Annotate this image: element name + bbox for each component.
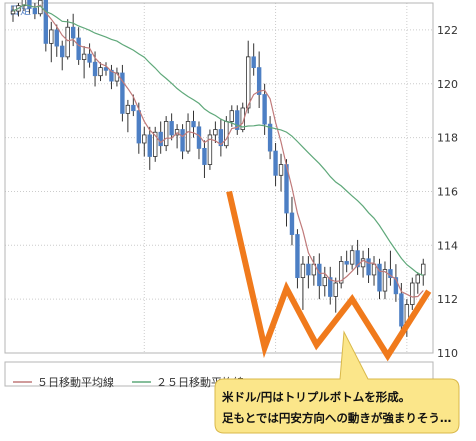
candle-body-15: [92, 61, 98, 77]
candle-body-56: [317, 263, 322, 287]
annotation-line-1: 米ドル/円はトリプルボトムを形成。: [221, 390, 410, 404]
candle-body-40: [229, 110, 234, 122]
y-tick-label-120: 120: [437, 78, 458, 91]
candle-body-28: [163, 121, 169, 147]
candle-body-44: [251, 56, 256, 69]
y-tick-label-118: 118: [437, 132, 458, 145]
candle-body-43: [246, 56, 251, 109]
y-tick-label-110: 110: [437, 347, 458, 360]
candle-body-65: [366, 258, 371, 276]
candle-body-64: [360, 258, 366, 268]
candle-body-36: [207, 134, 213, 165]
candle-body-16: [98, 67, 103, 77]
y-tick-label-116: 116: [437, 185, 458, 198]
candle-body-51: [289, 212, 295, 235]
annotation-bubble: 米ドル/円はトリプルボトムを形成。 足もとでは円安方向への動きが強まりそう…: [214, 330, 460, 434]
candle-body-27: [158, 131, 163, 147]
candle-body-39: [224, 121, 229, 147]
candle-body-57: [322, 277, 327, 287]
candle-body-21: [125, 104, 131, 114]
candle-body-47: [267, 123, 273, 152]
candle-body-25: [147, 134, 152, 157]
y-tick-label-112: 112: [437, 293, 458, 306]
candle-body-70: [393, 277, 399, 295]
candle-body-49: [278, 164, 284, 176]
candle-body-35: [202, 147, 207, 165]
candle-body-11: [70, 26, 76, 39]
candle-body-45: [256, 67, 262, 95]
candle-body-12: [76, 37, 81, 60]
candle-body-10: [65, 26, 70, 58]
moving-averages: [12, 4, 424, 298]
candle-body-62: [349, 250, 355, 265]
ma5-line: [12, 4, 424, 298]
candle-body-29: [169, 121, 174, 136]
candle-body-17: [103, 67, 109, 71]
candle-body-41: [235, 110, 240, 130]
candle-body-24: [142, 134, 147, 144]
candle-body-22: [131, 104, 136, 112]
candle-body-14: [87, 53, 92, 63]
candle-body-2: [21, 0, 27, 7]
candle-body-63: [355, 250, 360, 268]
candle-body-53: [300, 263, 306, 279]
candle-body-8: [54, 29, 59, 47]
plot-frame: [4, 2, 434, 354]
triple-bottom-highlight: [226, 190, 432, 362]
candle-body-20: [120, 72, 125, 114]
candle-body-38: [218, 129, 224, 147]
candle-body-0: [10, 10, 16, 15]
candle-body-18: [109, 69, 114, 82]
candle-body-60: [338, 261, 344, 284]
candle-body-48: [273, 150, 278, 176]
y-tick-label-114: 114: [437, 239, 458, 252]
candle-body-52: [295, 234, 300, 279]
annotation-line-2: 足もとでは円安方向への動きが強まりそう…: [222, 411, 451, 425]
candle-body-32: [185, 121, 191, 152]
candle-body-31: [180, 129, 185, 152]
candle-body-46: [262, 94, 267, 125]
candle-body-23: [136, 110, 142, 144]
candle-body-71: [399, 293, 404, 327]
candle-body-3: [27, 0, 32, 9]
candle-body-37: [213, 129, 218, 136]
candle-body-59: [333, 282, 338, 297]
candle-body-33: [191, 121, 196, 128]
y-tick-label-122: 122: [437, 24, 458, 37]
callout-shape: [214, 330, 460, 434]
candle-body-7: [49, 29, 54, 44]
candle-body-67: [377, 263, 382, 292]
candle-body-68: [382, 269, 388, 292]
candle-body-54: [306, 263, 311, 276]
ma25-line: [12, 4, 424, 276]
candle-body-13: [81, 53, 87, 60]
candle-body-6: [43, 0, 49, 44]
y-axis-labels: 110 112 114 116 118 120 122: [437, 24, 458, 360]
candle-body-73: [410, 282, 415, 305]
candle-body-9: [60, 45, 65, 58]
candle-body-74: [415, 274, 420, 284]
candle-body-26: [153, 131, 158, 157]
candle-body-75: [421, 263, 426, 276]
legend-ma5-label: ５日移動平均線: [37, 375, 114, 389]
candle-body-58: [328, 277, 333, 297]
candle-body-61: [344, 261, 349, 265]
candle-body-4: [32, 7, 38, 15]
